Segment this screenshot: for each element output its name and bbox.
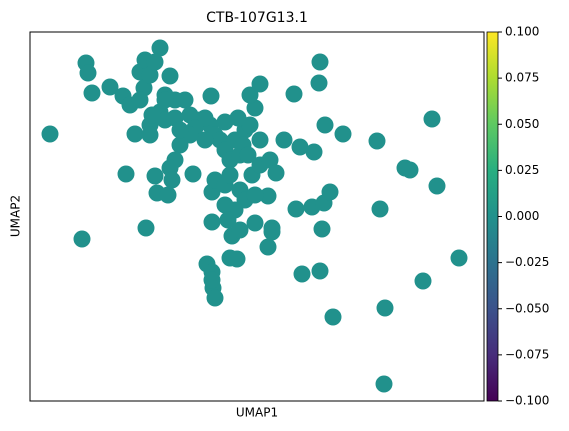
point xyxy=(334,125,352,143)
colorbar-tick-label: 0.050 xyxy=(505,117,539,131)
point xyxy=(83,84,101,102)
x-axis-label: UMAP1 xyxy=(236,406,278,420)
point xyxy=(79,64,97,82)
plot-frame xyxy=(29,31,485,402)
point xyxy=(146,53,164,71)
colorbar-tick-label: −0.025 xyxy=(505,255,549,269)
colorbar-tick-label: 0.025 xyxy=(505,163,539,177)
point xyxy=(375,375,393,393)
point xyxy=(161,67,179,85)
point xyxy=(171,121,189,139)
point xyxy=(176,91,194,109)
point xyxy=(141,66,159,84)
point xyxy=(291,138,309,156)
point xyxy=(259,187,277,205)
point xyxy=(376,299,394,317)
points xyxy=(41,39,468,393)
point xyxy=(311,53,329,71)
point xyxy=(141,126,159,144)
colorbar-tick-label: 0.075 xyxy=(505,71,539,85)
point xyxy=(368,132,386,150)
point xyxy=(293,265,311,283)
colorbar-tick-label: −0.050 xyxy=(505,301,549,315)
point xyxy=(159,186,177,204)
point xyxy=(324,308,342,326)
point xyxy=(371,200,389,218)
colorbar-tick-label: 0.000 xyxy=(505,209,539,223)
colorbar-ticks: −0.100 −0.075 −0.050 −0.025 0.000 0.025 0.050 0… xyxy=(498,25,549,408)
point xyxy=(261,151,279,169)
colorbar-tick-label: −0.075 xyxy=(505,347,549,361)
point xyxy=(414,272,432,290)
chart-title: CTB-107G13.1 xyxy=(206,10,308,26)
point xyxy=(231,221,249,239)
point xyxy=(313,220,331,238)
y-axis-label: UMAP2 xyxy=(9,195,23,237)
point xyxy=(196,131,214,149)
point xyxy=(305,143,323,161)
point xyxy=(246,99,264,117)
point xyxy=(203,271,221,289)
colorbar xyxy=(486,31,499,402)
point xyxy=(203,213,221,231)
point xyxy=(246,214,264,232)
point xyxy=(401,161,419,179)
point xyxy=(137,219,155,237)
point xyxy=(184,165,202,183)
point xyxy=(229,109,247,127)
point xyxy=(285,85,303,103)
colorbar-tick-label: 0.100 xyxy=(505,25,539,39)
point xyxy=(287,200,305,218)
point xyxy=(216,196,234,214)
point xyxy=(311,262,329,280)
point xyxy=(423,110,441,128)
point xyxy=(310,74,328,92)
point xyxy=(228,250,246,268)
point xyxy=(219,211,237,229)
point xyxy=(73,230,91,248)
point xyxy=(151,39,169,57)
point xyxy=(241,86,259,104)
point xyxy=(41,125,59,143)
point xyxy=(263,223,281,241)
point xyxy=(126,125,144,143)
point xyxy=(101,78,119,96)
point xyxy=(156,91,174,109)
point xyxy=(146,167,164,185)
point xyxy=(239,146,257,164)
point xyxy=(216,113,234,131)
point xyxy=(246,186,264,204)
point xyxy=(143,106,161,124)
colorbar-tick-label: −0.100 xyxy=(505,394,549,408)
point xyxy=(428,177,446,195)
point xyxy=(321,183,339,201)
point xyxy=(163,171,181,189)
point xyxy=(267,164,285,182)
point xyxy=(450,249,468,267)
point xyxy=(117,165,135,183)
point xyxy=(251,75,269,93)
point xyxy=(275,131,293,149)
point xyxy=(259,238,277,256)
point xyxy=(316,116,334,134)
point xyxy=(221,166,239,184)
point xyxy=(202,87,220,105)
point xyxy=(206,289,224,307)
point xyxy=(131,91,149,109)
point xyxy=(251,131,269,149)
